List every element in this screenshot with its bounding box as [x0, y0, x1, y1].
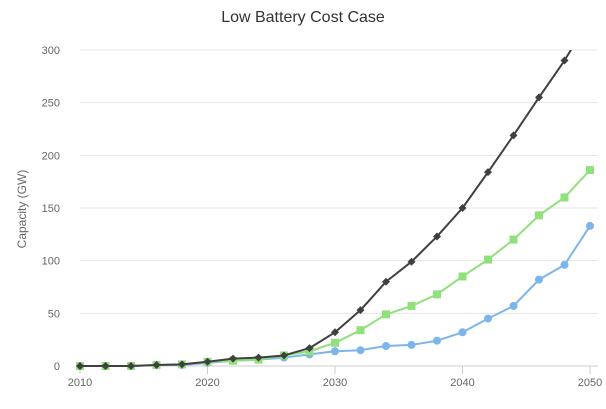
series-2-point[interactable] — [433, 290, 441, 299]
series-3-point[interactable] — [433, 336, 441, 345]
series-1-point[interactable] — [331, 328, 339, 337]
x-tick-label: 2050 — [578, 377, 602, 389]
y-tick-label: 250 — [42, 98, 60, 110]
series-1-point[interactable] — [254, 353, 263, 362]
x-tick-label: 2020 — [195, 377, 219, 389]
series-3-point[interactable] — [458, 328, 467, 337]
series-2-point[interactable] — [560, 193, 569, 202]
series-2-point[interactable] — [484, 255, 492, 264]
series-2-point[interactable] — [535, 211, 543, 220]
y-tick-label: 300 — [42, 45, 60, 57]
axes: 0 50 100 150 200 250 300 2010 2020 2030 2040 2050 — [42, 45, 603, 389]
series-2-line — [79, 169, 591, 367]
series-2-point[interactable] — [458, 272, 467, 281]
y-tick-label: 50 — [48, 308, 60, 320]
x-tick-label: 2040 — [450, 377, 474, 389]
series-1-point[interactable] — [356, 306, 365, 315]
y-tick-label: 100 — [42, 256, 60, 268]
series-2-point[interactable] — [586, 166, 594, 175]
series-3-point[interactable] — [407, 340, 416, 349]
y-axis-label: Capacity (GW) — [15, 170, 29, 249]
series-3-point[interactable] — [509, 301, 518, 310]
series-2-point[interactable] — [509, 235, 518, 244]
series-1-point[interactable] — [280, 351, 288, 360]
series-3-point[interactable] — [560, 260, 569, 269]
series-1-point[interactable] — [509, 131, 518, 140]
x-tick-label: 2010 — [68, 377, 92, 389]
series-1-point[interactable] — [178, 360, 186, 369]
series-1-point[interactable] — [560, 56, 569, 65]
series-1-point[interactable] — [101, 362, 110, 370]
series-3-point[interactable] — [356, 346, 365, 355]
series-3-point[interactable] — [535, 275, 543, 284]
chart-title: Low Battery Cost Case — [221, 9, 385, 26]
series-2-point[interactable] — [382, 310, 390, 319]
grid-lines — [80, 49, 598, 367]
series-1-point[interactable] — [458, 204, 467, 212]
series-1-point[interactable] — [382, 277, 390, 286]
series-1-point[interactable] — [433, 232, 441, 241]
series-1-point[interactable] — [535, 93, 543, 102]
series-3-point[interactable] — [331, 347, 339, 356]
series-2-point[interactable] — [331, 338, 339, 347]
series-1-point[interactable] — [407, 257, 416, 266]
series-3-point[interactable] — [484, 314, 492, 323]
series-3-point[interactable] — [382, 341, 390, 350]
y-tick-label: 150 — [42, 203, 60, 215]
series-3-point[interactable] — [586, 221, 594, 230]
series-3 — [76, 221, 594, 370]
series-1-point[interactable] — [76, 362, 84, 370]
series-1 — [76, 50, 573, 370]
series-1-point[interactable] — [127, 362, 135, 370]
y-tick-label: 200 — [42, 150, 60, 162]
series-1-point[interactable] — [203, 357, 212, 366]
x-tick-label: 2030 — [323, 377, 347, 389]
series-2-point[interactable] — [407, 301, 416, 310]
series-2-point[interactable] — [356, 326, 365, 335]
series-2 — [76, 166, 594, 370]
series-1-point[interactable] — [305, 344, 314, 353]
series-1-point[interactable] — [229, 354, 237, 363]
series-1-point[interactable] — [484, 168, 492, 177]
y-tick-label: 0 — [54, 361, 60, 373]
series-1-line — [79, 50, 573, 367]
series-1-point[interactable] — [152, 360, 161, 369]
series-group — [76, 50, 594, 370]
